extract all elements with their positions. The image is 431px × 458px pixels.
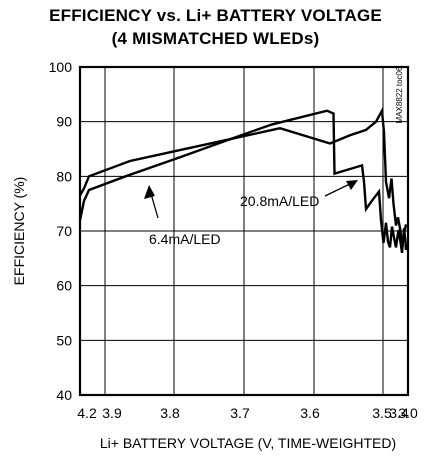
y-tick-label: 70 [56,223,72,239]
annotation-20-8ma: 20.8mA/LED [240,193,319,209]
x-tick-label: 3.6 [300,405,320,421]
y-tick-label: 90 [56,114,72,130]
annotation-arrow-20-8ma-head [346,180,358,190]
watermark: MAX8822 toc06 [395,66,404,123]
series-line-20-8ma-led [78,106,408,251]
y-tick-label: 50 [56,332,72,348]
y-tick-label: 100 [49,59,73,75]
grid-lines [80,67,408,395]
x-tick-label: 3.4 [389,405,409,421]
series-line-6-4ma-led [78,109,408,254]
annotation-arrow-6-4ma-head [144,185,155,199]
y-tick-labels: 40 50 60 70 80 90 100 [49,59,73,403]
y-tick-label: 80 [56,168,72,184]
series-lines [78,106,408,254]
x-tick-label: 3.9 [102,405,122,421]
x-tick-label: 4.2 [77,405,97,421]
y-tick-label: 60 [56,278,72,294]
y-tick-label: 40 [56,387,72,403]
chart-title: EFFICIENCY vs. Li+ BATTERY VOLTAGE [49,6,382,25]
x-tick-label: 3.0 [398,405,418,421]
chart-subtitle: (4 MISMATCHED WLEDs) [111,29,320,48]
x-axis-label: Li+ BATTERY VOLTAGE (V, TIME-WEIGHTED) [100,435,396,451]
y-axis-label: EFFICIENCY (%) [11,177,27,286]
x-tick-label: 3.5 [372,405,392,421]
plot-frame [78,65,410,397]
x-tick-label: 3.7 [230,405,250,421]
annotation-6-4ma: 6.4mA/LED [149,231,221,247]
x-tick-label: 3.8 [160,405,180,421]
x-tick-labels: 4.2 3.9 3.8 3.7 3.6 3.53.43.0 [77,405,418,421]
